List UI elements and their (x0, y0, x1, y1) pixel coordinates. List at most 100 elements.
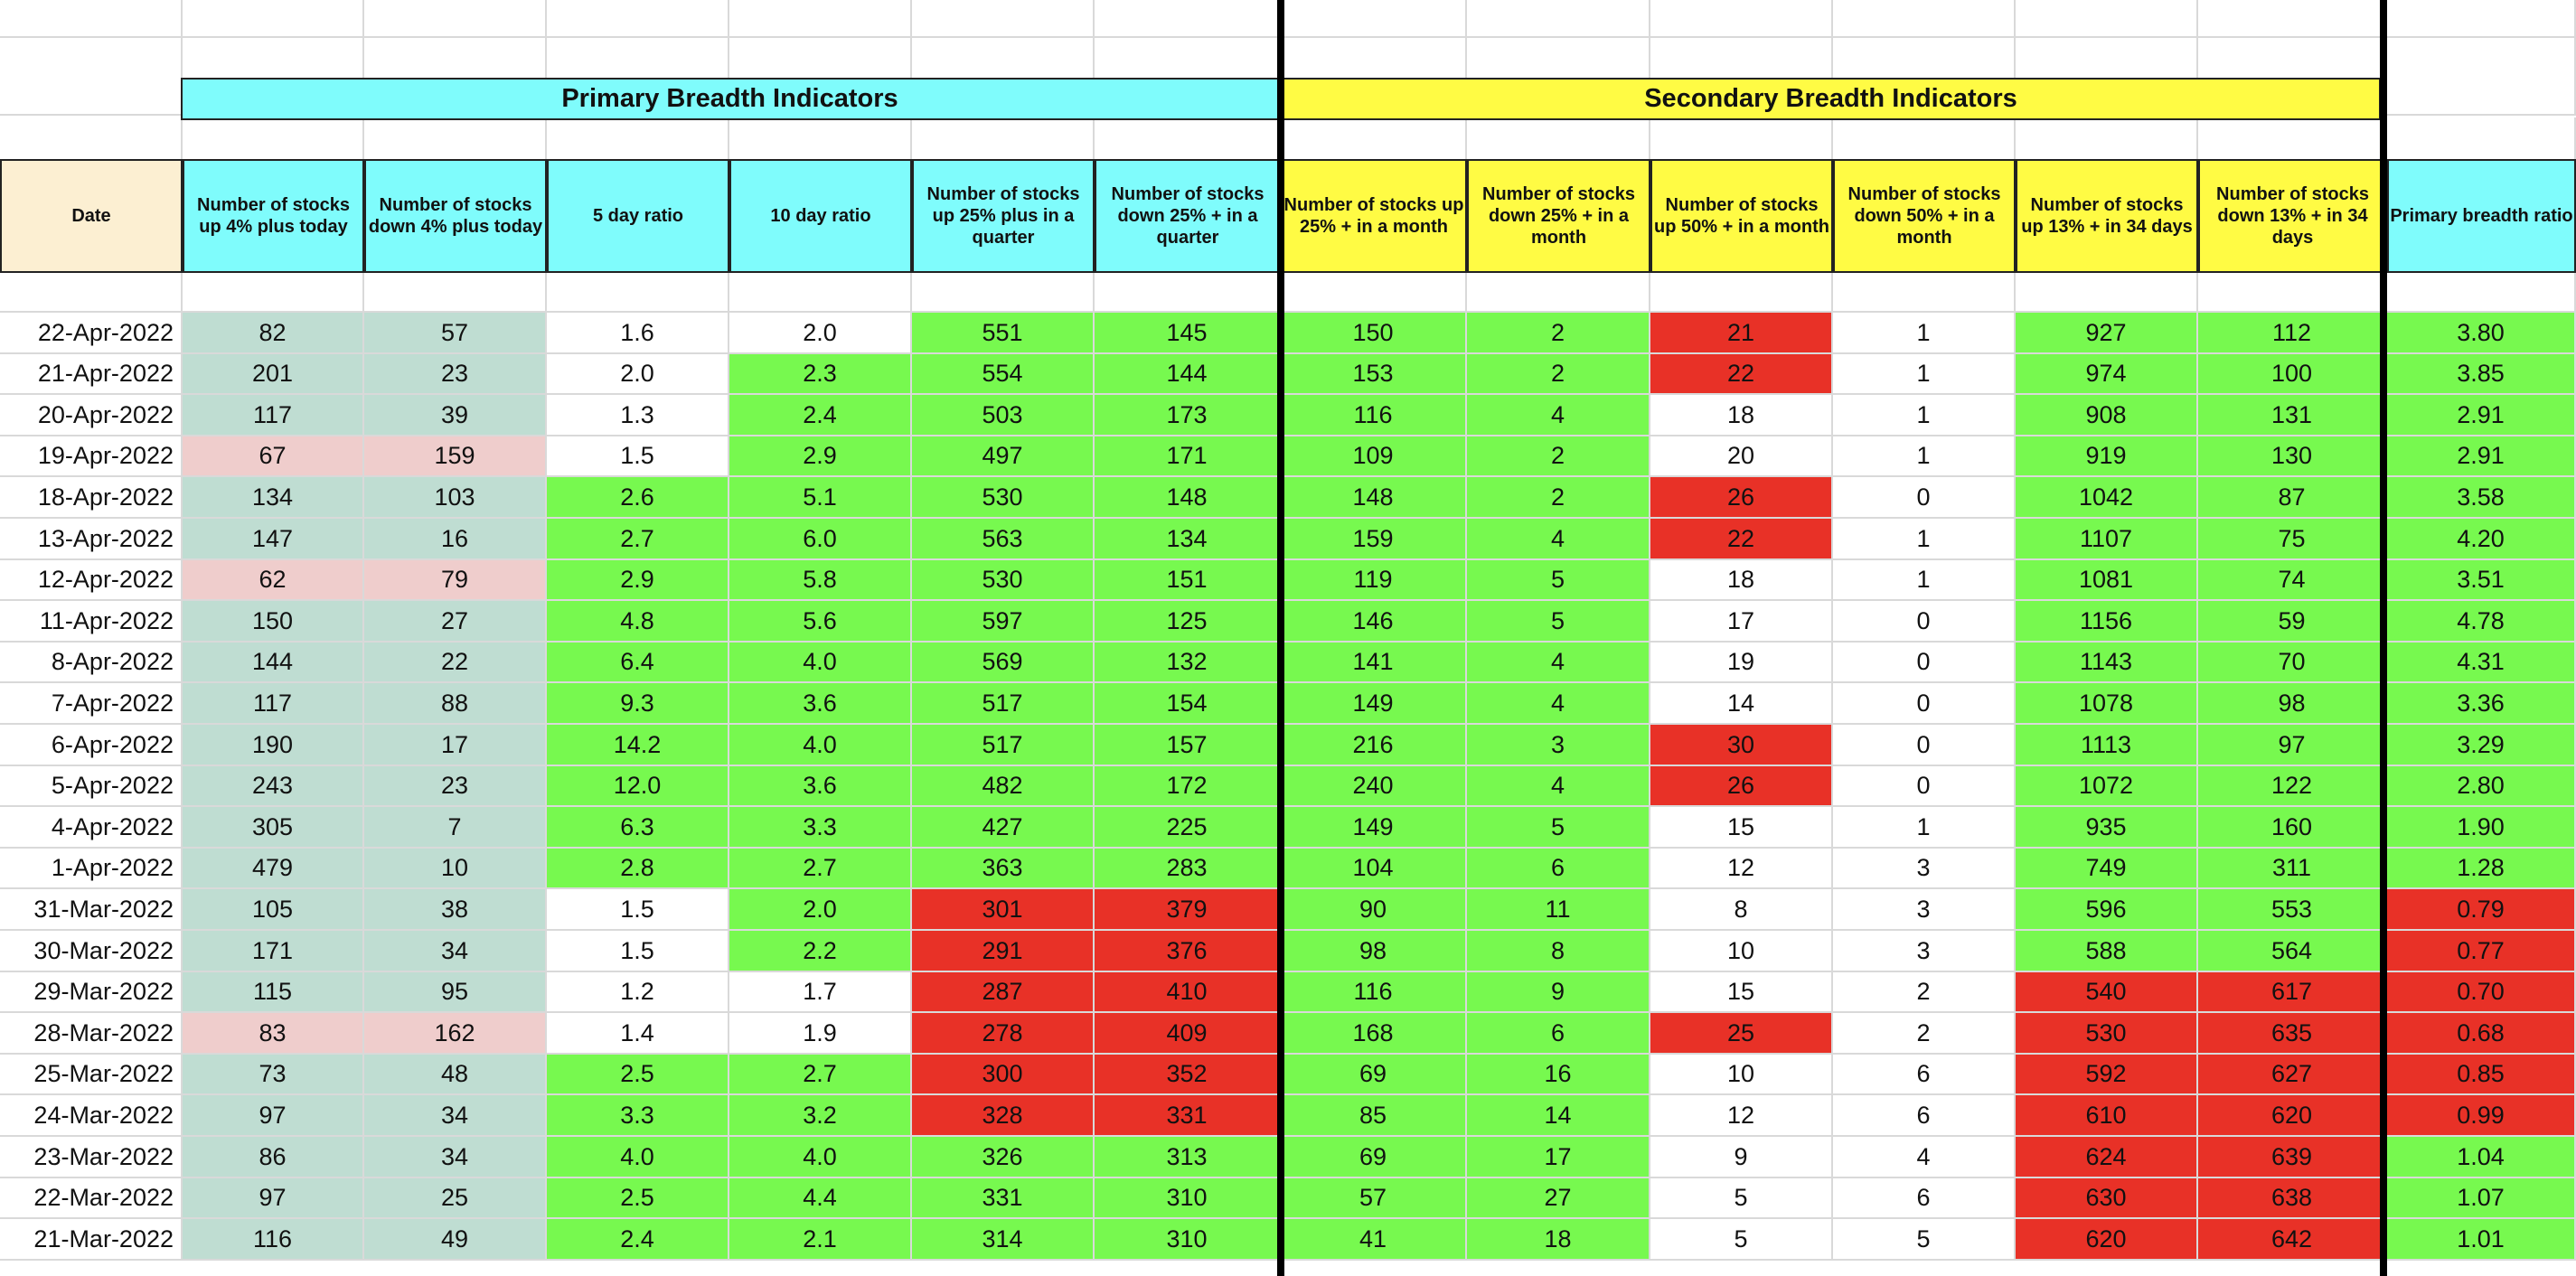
data-cell[interactable]: 162 (364, 1013, 547, 1055)
data-cell[interactable]: 70 (2198, 643, 2387, 683)
data-cell[interactable]: 1078 (2016, 683, 2198, 725)
data-cell[interactable]: 1107 (2016, 519, 2198, 560)
data-cell[interactable]: 1143 (2016, 643, 2198, 683)
data-cell[interactable]: 635 (2198, 1013, 2387, 1055)
column-header[interactable]: Number of stocks down 25% + in a quarter (1095, 159, 1281, 273)
data-cell[interactable]: 11 (1467, 889, 1650, 931)
empty-cell[interactable] (183, 117, 364, 161)
data-cell[interactable]: 117 (183, 683, 364, 725)
data-cell[interactable]: 144 (183, 643, 364, 683)
column-header[interactable]: Number of stocks up 25% + in a month (1281, 159, 1467, 273)
data-cell[interactable]: 134 (183, 477, 364, 519)
data-cell[interactable]: 159 (1281, 519, 1467, 560)
data-cell[interactable]: 112 (2198, 313, 2387, 354)
date-cell[interactable]: 30-Mar-2022 (0, 931, 183, 972)
data-cell[interactable]: 67 (183, 436, 364, 477)
data-cell[interactable]: 5 (1467, 601, 1650, 643)
date-cell[interactable]: 25-Mar-2022 (0, 1055, 183, 1095)
data-cell[interactable]: 14.2 (547, 725, 729, 766)
data-cell[interactable]: 2.9 (729, 436, 912, 477)
data-cell[interactable]: 1.6 (547, 313, 729, 354)
data-cell[interactable]: 86 (183, 1137, 364, 1178)
data-cell[interactable]: 1 (1833, 395, 2016, 436)
date-cell[interactable]: 31-Mar-2022 (0, 889, 183, 931)
data-cell[interactable]: 1072 (2016, 766, 2198, 807)
data-cell[interactable]: 2.0 (729, 313, 912, 354)
empty-cell[interactable] (2387, 117, 2576, 161)
data-cell[interactable]: 160 (2198, 807, 2387, 849)
empty-cell[interactable] (0, 0, 183, 38)
data-cell[interactable]: 2.7 (729, 849, 912, 889)
data-cell[interactable]: 564 (2198, 931, 2387, 972)
empty-cell[interactable] (912, 117, 1095, 161)
empty-cell[interactable] (912, 271, 1095, 313)
column-header[interactable]: Number of stocks up 25% plus in a quarte… (912, 159, 1095, 273)
data-cell[interactable]: 1 (1833, 354, 2016, 395)
data-cell[interactable]: 9.3 (547, 683, 729, 725)
data-cell[interactable]: 20 (1650, 436, 1833, 477)
empty-cell[interactable] (1095, 271, 1281, 313)
data-cell[interactable]: 2.1 (729, 1219, 912, 1261)
data-cell[interactable]: 0 (1833, 643, 2016, 683)
data-cell[interactable]: 10 (1650, 1055, 1833, 1095)
empty-cell[interactable] (183, 0, 364, 38)
data-cell[interactable]: 171 (183, 931, 364, 972)
data-cell[interactable]: 150 (1281, 313, 1467, 354)
empty-cell[interactable] (2387, 271, 2576, 313)
data-cell[interactable]: 2.8 (547, 849, 729, 889)
data-cell[interactable]: 278 (912, 1013, 1095, 1055)
data-cell[interactable]: 131 (2198, 395, 2387, 436)
data-cell[interactable]: 1.07 (2387, 1178, 2576, 1219)
data-cell[interactable]: 97 (183, 1178, 364, 1219)
column-header[interactable]: Number of stocks up 13% + in 34 days (2016, 159, 2198, 273)
data-cell[interactable]: 4 (1467, 519, 1650, 560)
data-cell[interactable]: 0 (1833, 601, 2016, 643)
data-cell[interactable]: 2.4 (547, 1219, 729, 1261)
data-cell[interactable]: 82 (183, 313, 364, 354)
date-cell[interactable]: 7-Apr-2022 (0, 683, 183, 725)
data-cell[interactable]: 97 (183, 1095, 364, 1137)
data-cell[interactable]: 75 (2198, 519, 2387, 560)
empty-cell[interactable] (729, 0, 912, 38)
data-cell[interactable]: 2.5 (547, 1055, 729, 1095)
data-cell[interactable]: 30 (1650, 725, 1833, 766)
data-cell[interactable]: 3.29 (2387, 725, 2576, 766)
data-cell[interactable]: 410 (1095, 972, 1281, 1013)
data-cell[interactable]: 74 (2198, 560, 2387, 601)
empty-cell[interactable] (1833, 0, 2016, 38)
data-cell[interactable]: 305 (183, 807, 364, 849)
data-cell[interactable]: 630 (2016, 1178, 2198, 1219)
data-cell[interactable]: 41 (1281, 1219, 1467, 1261)
data-cell[interactable]: 1.28 (2387, 849, 2576, 889)
data-cell[interactable]: 119 (1281, 560, 1467, 601)
data-cell[interactable]: 0 (1833, 725, 2016, 766)
empty-cell[interactable] (547, 271, 729, 313)
data-cell[interactable]: 311 (2198, 849, 2387, 889)
data-cell[interactable]: 6 (1833, 1095, 2016, 1137)
data-cell[interactable]: 22 (1650, 519, 1833, 560)
data-cell[interactable]: 18 (1467, 1219, 1650, 1261)
data-cell[interactable]: 974 (2016, 354, 2198, 395)
data-cell[interactable]: 18 (1650, 395, 1833, 436)
column-header[interactable]: Number of stocks down 13% + in 34 days (2198, 159, 2387, 273)
empty-cell[interactable] (1281, 0, 1467, 38)
data-cell[interactable]: 17 (1467, 1137, 1650, 1178)
data-cell[interactable]: 109 (1281, 436, 1467, 477)
data-cell[interactable]: 6 (1467, 1013, 1650, 1055)
data-cell[interactable]: 5 (1467, 807, 1650, 849)
data-cell[interactable]: 116 (1281, 395, 1467, 436)
data-cell[interactable]: 22 (1650, 354, 1833, 395)
data-cell[interactable]: 10 (364, 849, 547, 889)
data-cell[interactable]: 1042 (2016, 477, 2198, 519)
data-cell[interactable]: 530 (912, 477, 1095, 519)
date-cell[interactable]: 19-Apr-2022 (0, 436, 183, 477)
data-cell[interactable]: 5 (1650, 1178, 1833, 1219)
data-cell[interactable]: 1156 (2016, 601, 2198, 643)
data-cell[interactable]: 331 (1095, 1095, 1281, 1137)
data-cell[interactable]: 79 (364, 560, 547, 601)
data-cell[interactable]: 352 (1095, 1055, 1281, 1095)
data-cell[interactable]: 1 (1833, 807, 2016, 849)
date-cell[interactable]: 11-Apr-2022 (0, 601, 183, 643)
data-cell[interactable]: 1.9 (729, 1013, 912, 1055)
data-cell[interactable]: 0.99 (2387, 1095, 2576, 1137)
